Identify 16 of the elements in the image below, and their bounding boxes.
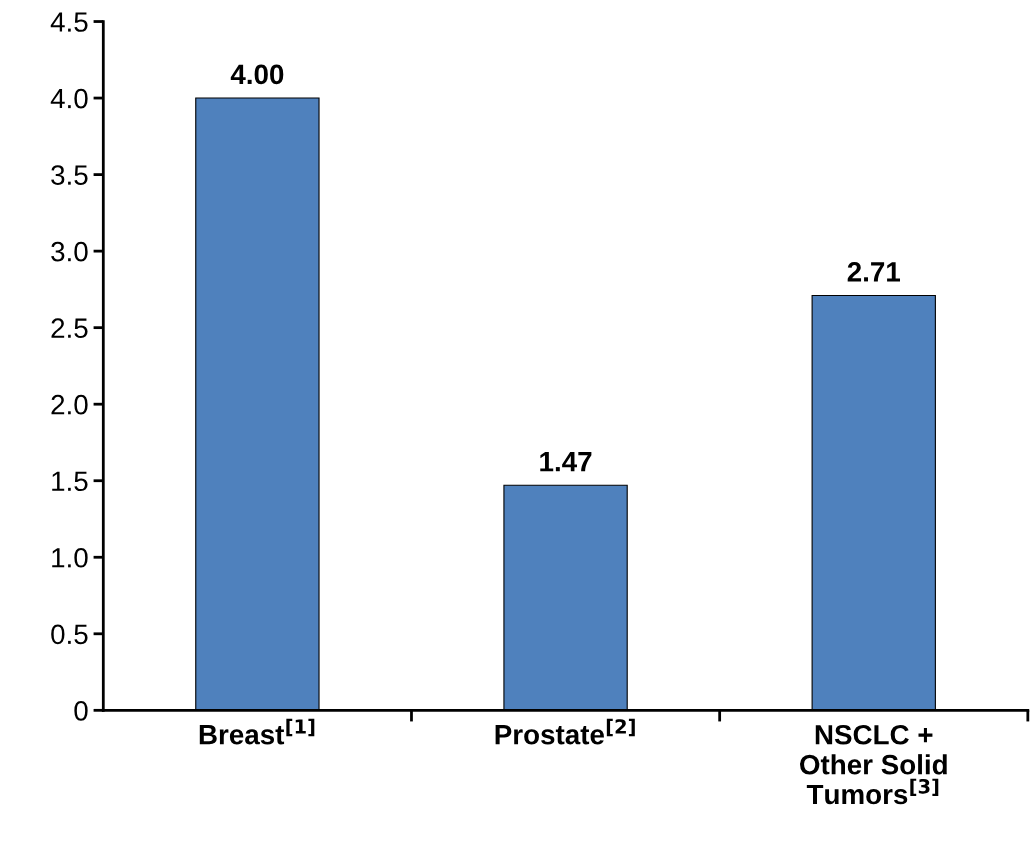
x-tick-label: Breast$^{[1]}$ (199, 718, 315, 745)
y-tick-label: 3.0 (51, 241, 88, 262)
y-tick-label: 2.5 (51, 318, 88, 338)
y-tick-label: 1.0 (52, 547, 88, 568)
y-tick-label: 3.5 (51, 165, 88, 185)
x-tick-label: NSCLC + Other Solid Tumors$^{[3]}$ (800, 724, 947, 805)
y-tick-label: 2.0 (51, 394, 88, 415)
x-tick-label: Prostate$^{[2]}$ (495, 718, 635, 745)
y-tick-label: 1.5 (52, 471, 88, 492)
data-label: 4.00 (230, 64, 284, 85)
y-tick-label: 0.5 (51, 624, 88, 645)
y-tick-label: 4.5 (50, 12, 88, 32)
data-label: 2.71 (847, 262, 901, 282)
y-tick-label: 0 (74, 700, 88, 721)
data-label: 1.47 (540, 452, 592, 472)
y-tick-label: 4.0 (50, 88, 88, 109)
